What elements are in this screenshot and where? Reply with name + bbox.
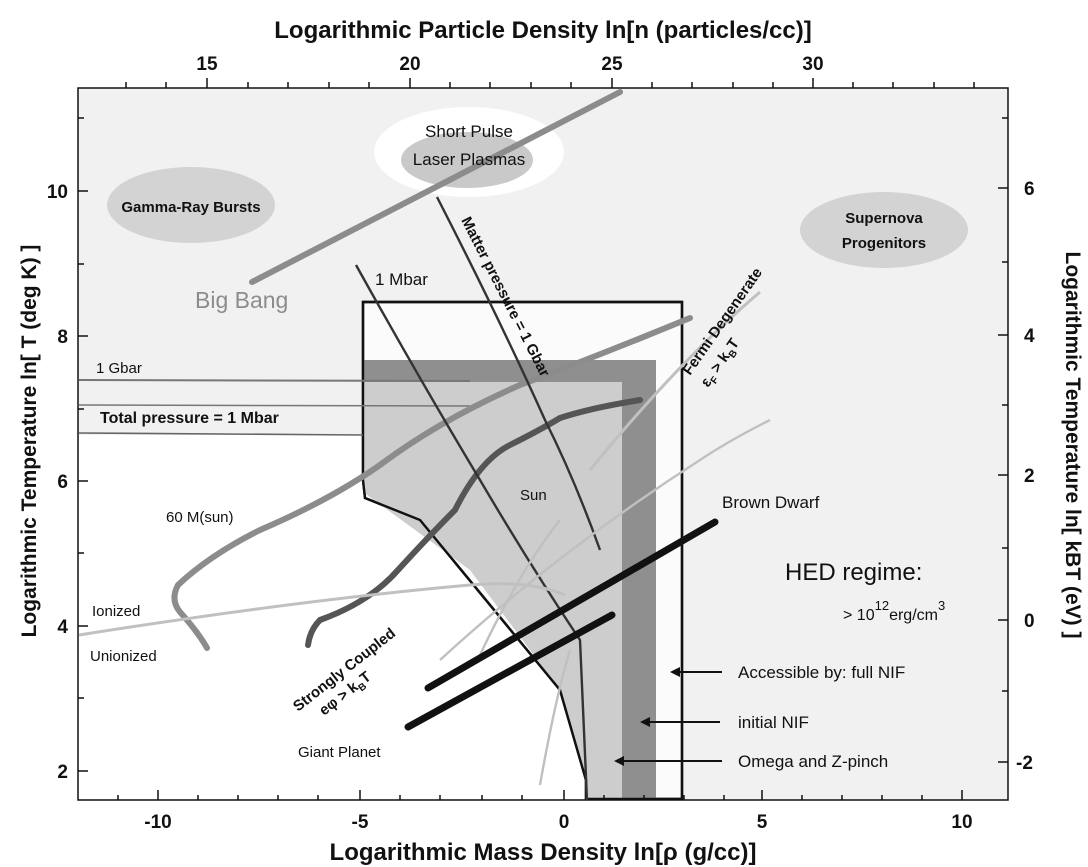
brown-dwarf-track (424, 518, 719, 692)
right-ticks (998, 117, 1008, 763)
hed-regime-condition: > 1012erg/cm3 (843, 598, 945, 624)
initial-nif-arrowhead (640, 717, 650, 727)
top-axis-title: Logarithmic Particle Density ln[n (parti… (274, 17, 811, 44)
short-pulse-label-line1: Short Pulse (425, 122, 513, 141)
right-tick-label: -2 (1016, 753, 1033, 774)
left-tick-label: 4 (57, 617, 68, 638)
sixty-msun-track (171, 315, 693, 651)
big-bang-curve (249, 89, 623, 285)
matter-pressure-curve (435, 196, 602, 551)
one-gbar-line-lower (78, 404, 471, 407)
right-tick-label: 0 (1024, 611, 1035, 632)
short-pulse-label-line2: Laser Plasmas (413, 150, 525, 169)
left-tick-label: 6 (57, 472, 68, 493)
left-tick-label: 8 (57, 327, 68, 348)
left-tick-label: 2 (57, 762, 68, 783)
gamma-ray-bursts-ellipse (107, 167, 275, 243)
left-axis-title: Logarithmic Temperature ln[ T (deg K) ] (18, 245, 41, 638)
right-tick-label: 4 (1024, 326, 1035, 347)
x-tick-label: 5 (757, 812, 768, 833)
x-tick-label: -10 (144, 812, 171, 833)
giant-planet-track (404, 611, 616, 731)
short-pulse-core (401, 132, 533, 188)
coupling-curve-a (478, 519, 561, 656)
right-axis-title: Logarithmic Temperature ln[ kBT (eV) ] (1061, 252, 1084, 639)
supernova-label-line1: Supernova (845, 210, 923, 227)
bottom-ticks (117, 790, 963, 800)
top-tick-label: 15 (196, 54, 218, 75)
fermi-degenerate-boundary (588, 290, 761, 471)
full-nif-arrowhead (670, 667, 680, 677)
unionized-label: Unionized (90, 648, 157, 665)
supernova-ellipse (800, 192, 968, 268)
giant-planet-label: Giant Planet (298, 744, 381, 761)
x-tick-label: 0 (559, 812, 570, 833)
ionized-label: Ionized (92, 603, 140, 620)
sixty-msun-label: 60 M(sun) (166, 509, 234, 526)
gamma-ray-bursts-label: Gamma-Ray Bursts (121, 199, 260, 216)
one-mbar-curve (354, 264, 589, 801)
bottom-axis-title: Logarithmic Mass Density ln[ρ (g/cc)] (330, 839, 757, 866)
omega-zpinch-label: Omega and Z-pinch (738, 752, 888, 771)
coupling-curve-b (538, 649, 572, 786)
accessible-full-nif-label: Accessible by: full NIF (738, 663, 905, 682)
brown-dwarf-label: Brown Dwarf (722, 493, 820, 512)
hed-regime-title: HED regime: (785, 559, 922, 586)
one-mbar-line (78, 432, 364, 436)
left-ticks (78, 117, 88, 772)
top-ticks (125, 78, 975, 88)
supernova-label-line2: Progenitors (842, 235, 926, 252)
right-tick-label: 2 (1024, 466, 1035, 487)
one-mbar-label: 1 Mbar (375, 270, 428, 289)
total-pressure-label: Total pressure = 1 Mbar (100, 410, 279, 427)
x-tick-label: -5 (352, 812, 369, 833)
sun-label: Sun (520, 487, 547, 504)
hed-box-outline (361, 300, 684, 801)
top-tick-label: 25 (601, 54, 623, 75)
strongly-coupled-boundary (439, 418, 771, 661)
right-tick-label: 6 (1024, 179, 1035, 200)
one-gbar-label: 1 Gbar (96, 360, 142, 377)
sun-track (305, 397, 643, 648)
one-gbar-line (78, 379, 471, 382)
big-bang-label: Big Bang (195, 287, 288, 313)
x-tick-label: 10 (951, 812, 972, 833)
top-tick-label: 30 (802, 54, 823, 75)
left-tick-label: 10 (47, 182, 68, 203)
initial-nif-label: initial NIF (738, 713, 809, 732)
top-tick-label: 20 (399, 54, 420, 75)
omega-arrowhead (614, 756, 624, 766)
